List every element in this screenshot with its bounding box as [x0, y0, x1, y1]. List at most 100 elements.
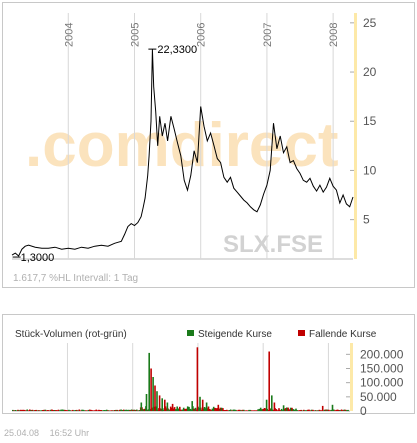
volume-bar [56, 410, 58, 411]
volume-bar [189, 408, 192, 411]
volume-bar [248, 409, 250, 411]
volume-spike-bar [196, 347, 199, 412]
volume-bar [124, 409, 126, 411]
volume-bar [182, 407, 185, 411]
volume-bar [181, 409, 184, 411]
volume-bar [186, 406, 189, 411]
volume-bar [14, 410, 17, 411]
volume-bar [261, 409, 263, 411]
volume-bar [136, 409, 138, 411]
volume-bar [108, 410, 111, 411]
volume-bar [219, 407, 222, 411]
volume-bar [227, 410, 229, 411]
volume-bar [231, 410, 233, 411]
volume-spike-bar [152, 377, 154, 411]
volume-bar [59, 410, 61, 411]
volume-bar [211, 408, 214, 411]
volume-bar [79, 410, 82, 411]
legend-label: Fallende Kurse [309, 329, 377, 340]
volume-bar [188, 406, 190, 411]
volume-bar [236, 410, 238, 411]
volume-spike-bar [148, 352, 150, 411]
volume-bar [222, 408, 224, 411]
volume-bar [125, 409, 128, 411]
year-label: 2008 [328, 23, 340, 47]
volume-bar [338, 410, 340, 411]
volume-tick-label: 200.000 [360, 347, 404, 361]
volume-bar [293, 409, 296, 411]
volume-bar [287, 407, 289, 411]
volume-bar [175, 409, 177, 411]
volume-bar [210, 409, 212, 411]
volume-bar [47, 410, 49, 411]
volume-bar [262, 408, 265, 411]
volume-bar [308, 409, 310, 411]
volume-bar [36, 410, 39, 411]
volume-bar [246, 410, 249, 411]
volume-bar [305, 410, 308, 411]
volume-bar [70, 410, 73, 411]
volume-bar [112, 410, 115, 411]
volume-bar [288, 409, 291, 411]
price-line [11, 49, 354, 257]
volume-bar [130, 409, 133, 411]
volume-bar [74, 410, 77, 411]
volume-bar [335, 409, 338, 411]
volume-bar [39, 410, 41, 411]
volume-bar [98, 409, 100, 411]
volume-spike-bar [156, 391, 158, 411]
volume-bar [184, 408, 186, 411]
volume-bar [347, 409, 349, 411]
volume-bar [49, 409, 52, 411]
volume-bar [237, 409, 240, 411]
volume-bar [263, 408, 266, 411]
volume-bar [86, 410, 88, 411]
volume-bar [252, 410, 254, 411]
volume-bar [57, 409, 60, 411]
volume-bar [107, 410, 109, 411]
volume-bar [312, 409, 314, 411]
volume-spike-bar [145, 394, 148, 411]
volume-bar [330, 409, 332, 411]
volume-spike-bar [268, 351, 270, 411]
volume-bar [87, 409, 90, 411]
volume-bar [42, 410, 44, 411]
footer-date: 25.04.08 [4, 428, 40, 438]
volume-bar [344, 409, 347, 411]
volume-tick-label: 100.000 [360, 376, 404, 390]
volume-bar [220, 407, 223, 411]
volume-bar [119, 409, 121, 411]
volume-bar [126, 409, 129, 411]
volume-bar [317, 410, 319, 411]
volume-bar [212, 406, 215, 411]
volume-bar [342, 410, 344, 411]
volume-bar [336, 409, 339, 411]
footer-time: 16:52 Uhr [49, 428, 90, 438]
volume-tick-label: 150.000 [360, 362, 404, 376]
volume-bar [132, 409, 134, 411]
volume-spike-bar [321, 405, 324, 411]
volume-bar [291, 407, 293, 411]
volume-bar [329, 410, 331, 411]
price-tick-label: 5 [363, 213, 370, 227]
volume-bar [65, 410, 68, 411]
stats-text: 1.617,7 %HL Intervall: 1 Tag [13, 273, 138, 284]
volume-spike-bar [331, 404, 334, 411]
volume-bar [13, 410, 15, 411]
volume-bar [340, 409, 343, 411]
volume-bar [117, 410, 120, 411]
volume-bar [253, 410, 255, 411]
volume-spike-bar [154, 385, 156, 411]
volume-title: Stück-Volumen (rot-grün) [15, 329, 127, 340]
volume-bar [333, 409, 335, 411]
volume-spike-bar [199, 396, 201, 411]
volume-bar [68, 409, 70, 411]
volume-bar [115, 409, 117, 411]
volume-bar [109, 410, 112, 411]
volume-bar [72, 409, 74, 411]
volume-bar [278, 408, 280, 411]
volume-spike-bar [201, 399, 204, 411]
year-label: 2005 [129, 23, 141, 47]
volume-bar [91, 410, 94, 411]
volume-bar [276, 410, 279, 411]
